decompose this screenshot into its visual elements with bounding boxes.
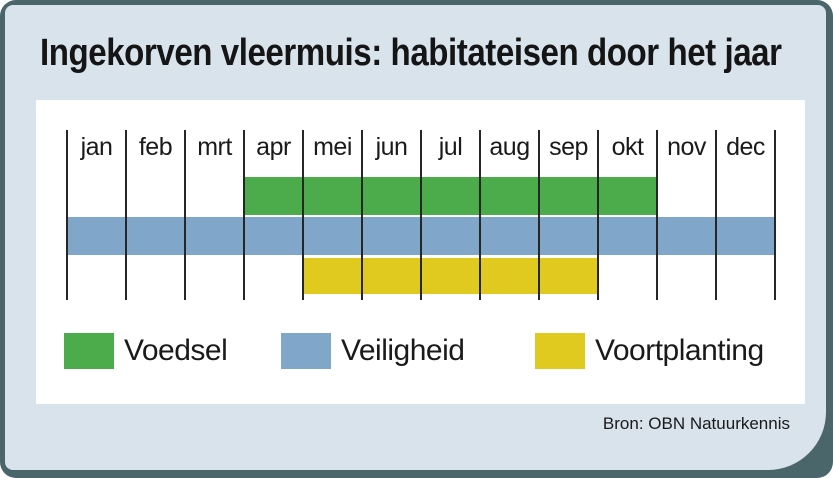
legend-swatch-veiligheid: [281, 333, 331, 369]
month-label-jun: jun: [375, 133, 408, 161]
month-label-dec: dec: [726, 133, 765, 161]
legend-item-voedsel: Voedsel: [64, 333, 228, 369]
month-timeline-chart: jan feb mrt apr mei jun jul aug sep okt nov dec: [66, 130, 776, 300]
month-grid-line: [538, 130, 540, 300]
month-grid-line: [774, 130, 776, 300]
month-grid-line: [361, 130, 363, 300]
month-label-okt: okt: [611, 133, 644, 161]
month-label-mrt: mrt: [197, 133, 232, 161]
page-title: Ingekorven vleermuis: habitateisen door …: [40, 32, 782, 74]
chart-panel: jan feb mrt apr mei jun jul aug sep okt nov dec Voe…: [36, 100, 805, 404]
month-label-feb: feb: [138, 133, 173, 161]
month-label-sep: sep: [549, 133, 588, 161]
source-credit: Bron: OBN Natuurkennis: [602, 414, 790, 433]
bar-voedsel: [244, 177, 657, 215]
month-grid-line: [715, 130, 717, 300]
month-grid-line: [66, 130, 68, 300]
infographic-card: Ingekorven vleermuis: habitateisen door …: [5, 5, 826, 470]
legend-label: Voortplanting: [595, 334, 764, 367]
month-grid-line: [302, 130, 304, 300]
legend-item-veiligheid: Veiligheid: [281, 333, 465, 369]
month-label-jan: jan: [80, 133, 113, 161]
month-label-apr: apr: [256, 133, 291, 161]
month-label-mei: mei: [313, 133, 352, 161]
month-grid-line: [479, 130, 481, 300]
month-grid-line: [184, 130, 186, 300]
legend-label: Voedsel: [124, 334, 228, 367]
legend-swatch-voedsel: [64, 333, 114, 369]
month-grid-line: [597, 130, 599, 300]
month-grid-line: [243, 130, 245, 300]
bar-voortplanting: [303, 258, 598, 294]
month-label-aug: aug: [489, 133, 530, 161]
month-grid-line: [656, 130, 658, 300]
month-grid-line: [420, 130, 422, 300]
legend-item-voortplanting: Voortplanting: [535, 333, 764, 369]
month-label-jul: jul: [438, 133, 463, 161]
legend-label: Veiligheid: [341, 334, 465, 367]
legend-swatch-voortplanting: [535, 333, 585, 369]
chart-legend: Voedsel Veiligheid Voortplanting: [36, 333, 805, 373]
month-label-nov: nov: [667, 133, 706, 161]
month-grid-line: [125, 130, 127, 300]
